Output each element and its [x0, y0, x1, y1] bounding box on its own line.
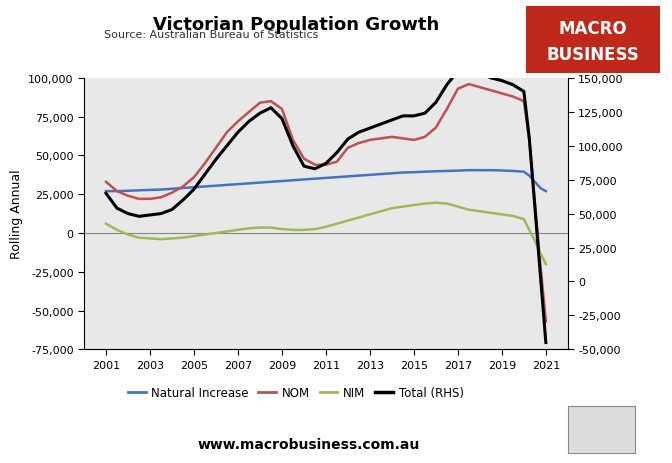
Text: www.macrobusiness.com.au: www.macrobusiness.com.au: [198, 438, 420, 451]
Text: MACRO: MACRO: [558, 20, 627, 38]
Text: BUSINESS: BUSINESS: [546, 46, 639, 64]
Text: Victorian Population Growth: Victorian Population Growth: [153, 16, 439, 34]
Text: Source: Australian Bureau of Statistics: Source: Australian Bureau of Statistics: [104, 30, 319, 40]
Y-axis label: Rolling Annual: Rolling Annual: [9, 169, 23, 259]
Legend: Natural Increase, NOM, NIM, Total (RHS): Natural Increase, NOM, NIM, Total (RHS): [123, 382, 468, 404]
